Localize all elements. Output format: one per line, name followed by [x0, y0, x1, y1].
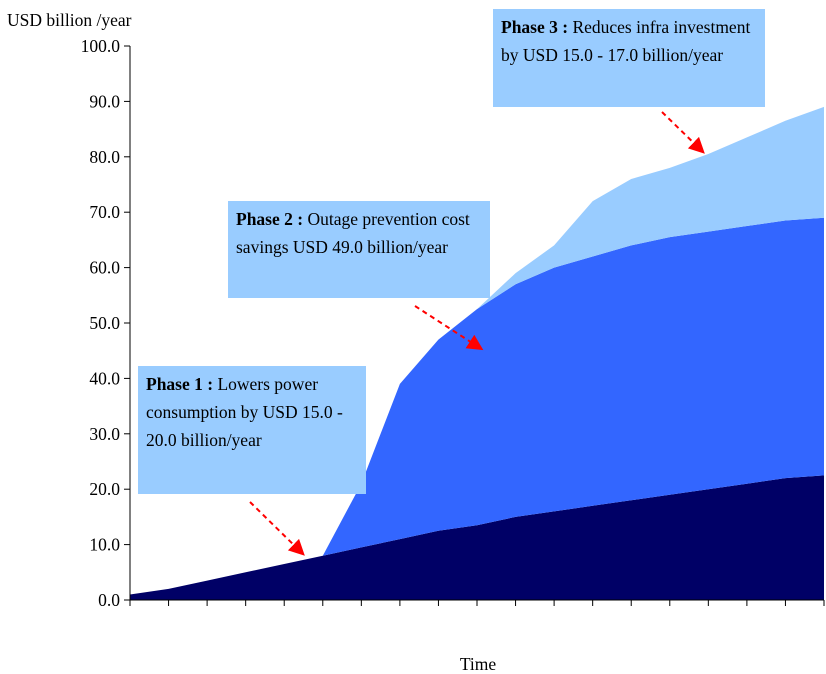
y-tick-label: 50.0 — [89, 313, 120, 333]
y-tick-label: 10.0 — [89, 535, 120, 555]
y-tick-labels: 0.0 10.0 20.0 30.0 40.0 50.0 60.0 70.0 80.0 90.0 1… — [81, 36, 130, 610]
y-tick-label: 80.0 — [89, 147, 120, 167]
x-tick-marks — [129, 600, 825, 606]
phase-1-arrow — [249, 501, 305, 556]
phase-1-title: Phase 1 : — [146, 374, 214, 394]
y-tick-label: 30.0 — [89, 424, 120, 444]
y-tick-label: 20.0 — [89, 479, 120, 499]
phase-2-callout: Phase 2 : Outage prevention cost savings… — [228, 201, 490, 298]
y-tick-label: 60.0 — [89, 258, 120, 278]
area-series-3 — [130, 106, 824, 595]
y-tick-label: 90.0 — [89, 91, 120, 111]
y-tick-label: 70.0 — [89, 202, 120, 222]
phase-2-title: Phase 2 : — [236, 209, 304, 229]
phase-3-title: Phase 3 : — [501, 17, 569, 37]
x-axis-label: Time — [460, 654, 497, 674]
callout-arrows — [249, 111, 705, 556]
phase-2-text: Outage prevention cost savings USD 49.0 … — [236, 209, 470, 257]
phase-1-text: Lowers power consumption by USD 15.0 - 2… — [146, 374, 343, 450]
phase-3-callout: Phase 3 : Reduces infra investment by US… — [493, 9, 765, 107]
y-tick-label: 0.0 — [98, 590, 120, 610]
y-tick-label: 40.0 — [89, 368, 120, 388]
area-series-2 — [130, 217, 824, 595]
y-axis-label: USD billion /year — [7, 10, 132, 30]
area-series-1 — [130, 475, 824, 600]
phase-1-callout: Phase 1 : Lowers power consumption by US… — [138, 366, 366, 494]
phase-3-arrow — [661, 111, 705, 154]
phase-2-arrow — [414, 305, 484, 351]
y-tick-label: 100.0 — [81, 36, 121, 56]
phase-3-text: Reduces infra investment by USD 15.0 - 1… — [501, 17, 751, 65]
area-series-group — [130, 106, 824, 600]
